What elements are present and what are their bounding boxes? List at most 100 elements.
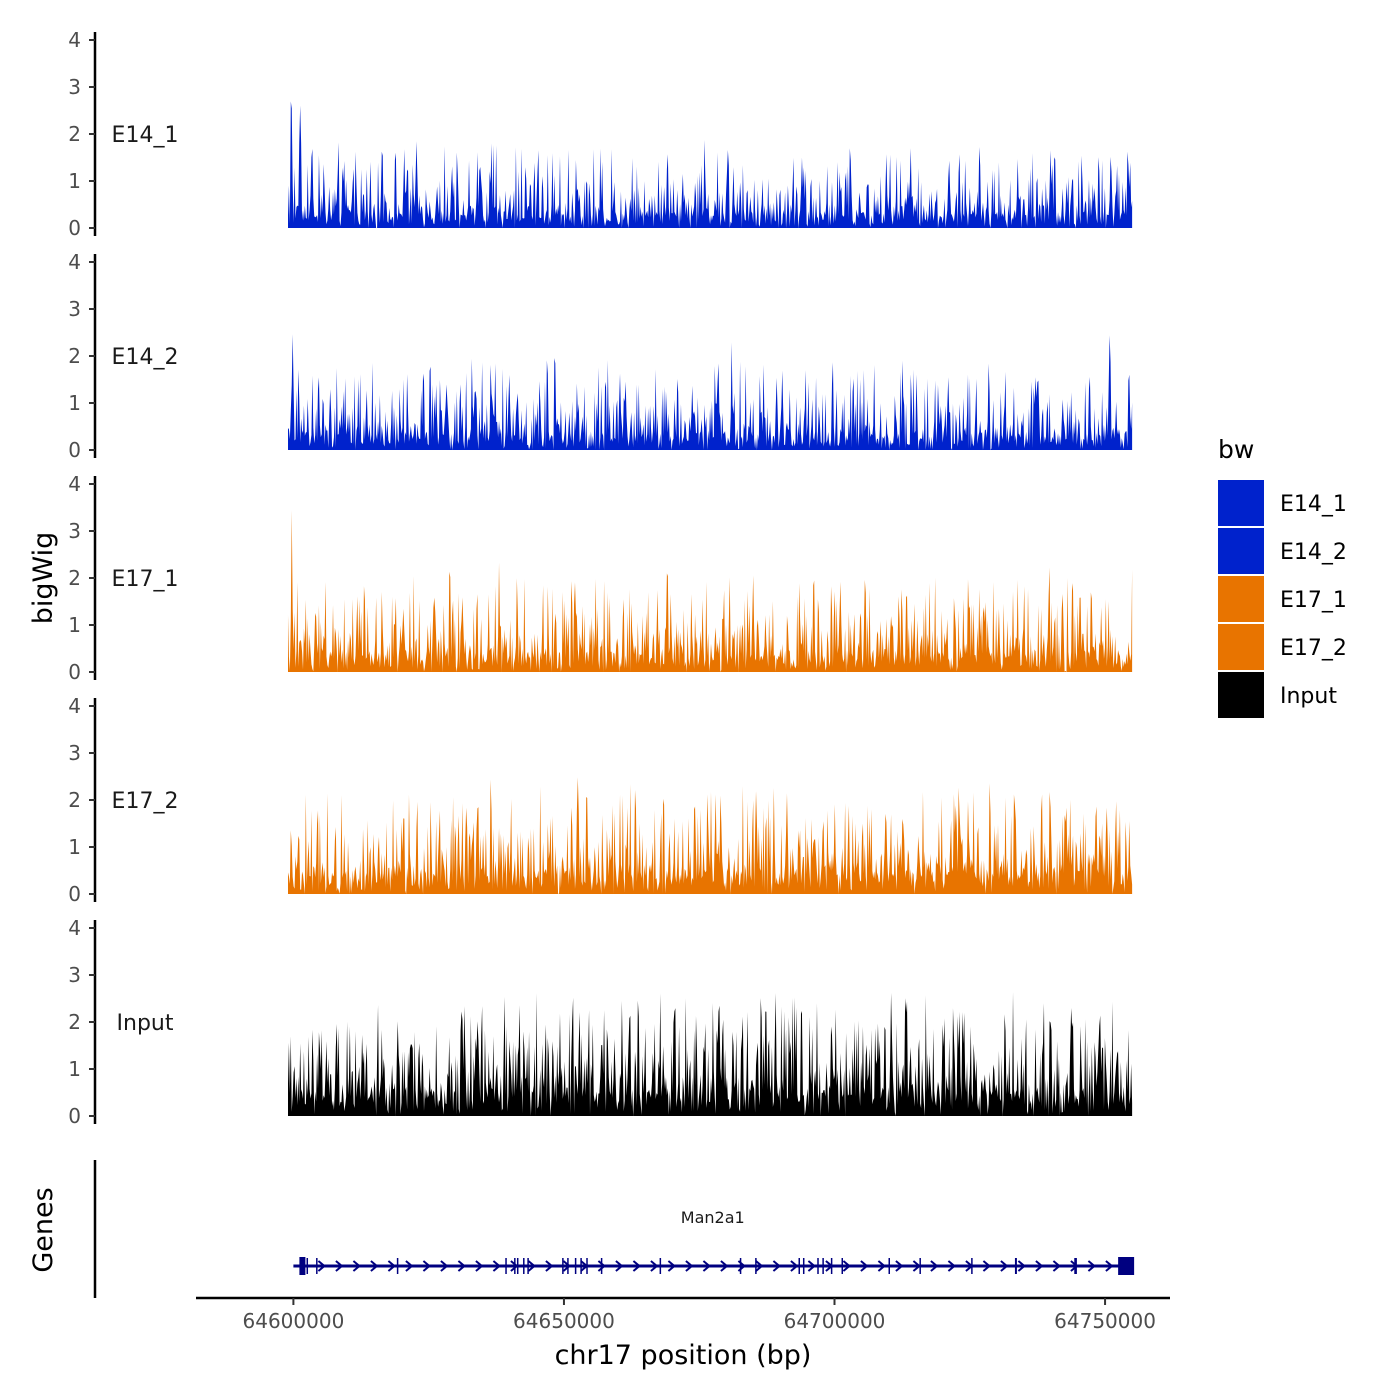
strand-arrow [492,1260,501,1272]
legend-label-E14_1: E14_1 [1280,492,1347,517]
legend-label-E14_2: E14_2 [1280,540,1347,565]
strand-arrow [615,1260,624,1272]
strand-arrow [807,1260,816,1272]
gene-Man2a1: Man2a1 [293,1208,1135,1275]
y-tick-label: 2 [68,122,81,146]
strand-arrow [370,1260,379,1272]
legend-swatch-Input [1218,672,1264,718]
y-tick-label: 4 [68,472,81,496]
strand-arrow [352,1260,361,1272]
y-tick-label: 1 [68,835,81,859]
y-tick-label: 3 [68,75,81,99]
y-tick-label: 4 [68,28,81,52]
strand-arrow [317,1260,326,1272]
track-E14_1: 0 1 2 3 4 E14_1 [68,28,1133,240]
y-tick-label: 1 [68,169,81,193]
track-E17_2: 0 1 2 3 4 E17_2 [68,694,1133,906]
y-tick-label: 2 [68,1010,81,1034]
legend: E14_1 E14_2 E17_1 E17_2 Input [1218,480,1347,718]
y-axis-title: bigWig [28,532,59,625]
y-tick-label: 1 [68,391,81,415]
y-tick-label: 2 [68,788,81,812]
strand-arrow [877,1260,886,1272]
signal-area-E14_1 [287,101,1133,228]
gene-start-exon [299,1257,306,1275]
strand-arrow [667,1260,676,1272]
track-label: E17_1 [112,567,179,592]
bigwig-tracks: 0 1 2 3 4 E14_1 0 1 2 3 4 E14_2 0 1 2 3 4 E17_1 0 1 2 3 4 E17_2… [68,28,1133,1128]
y-tick-label: 4 [68,916,81,940]
x-tick-label: 64750000 [1054,1309,1156,1333]
strand-arrow [895,1260,904,1272]
legend-swatch-E17_2 [1218,624,1264,670]
strand-arrow [475,1260,484,1272]
signal-area-Input [287,992,1133,1116]
strand-arrow [632,1260,641,1272]
gene-end-exon [1118,1257,1135,1275]
strand-arrow [335,1260,344,1272]
track-E14_2: 0 1 2 3 4 E14_2 [68,250,1133,462]
legend-swatch-E14_1 [1218,480,1264,526]
genes-track: Man2a1 [93,1160,1135,1298]
strand-arrow [930,1260,939,1272]
strand-arrow [1035,1260,1044,1272]
signal-area-E17_2 [287,777,1133,894]
strand-arrow [457,1260,466,1272]
strand-arrow [790,1260,799,1272]
strand-arrow [545,1260,554,1272]
strand-arrow [527,1260,536,1272]
legend-swatch-E17_1 [1218,576,1264,622]
strand-arrow [650,1260,659,1272]
strand-arrow [1087,1260,1096,1272]
y-tick-label: 0 [68,216,81,240]
y-tick-label: 3 [68,297,81,321]
strand-arrow [440,1260,449,1272]
strand-arrow [510,1260,519,1272]
gene-name-label: Man2a1 [681,1208,745,1227]
strand-arrow [982,1260,991,1272]
strand-arrow [1000,1260,1009,1272]
x-axis: 64600000 64650000 64700000 64750000 [196,1296,1170,1333]
legend-label-Input: Input [1280,684,1337,709]
y-tick-label: 0 [68,438,81,462]
strand-arrow [597,1260,606,1272]
y-tick-label: 4 [68,250,81,274]
strand-arrow [422,1260,431,1272]
y-tick-label: 4 [68,694,81,718]
legend-swatch-E14_2 [1218,528,1264,574]
y-tick-label: 0 [68,882,81,906]
genes-track-label: Genes [28,1187,59,1272]
x-tick-label: 64700000 [784,1309,886,1333]
y-tick-label: 0 [68,660,81,684]
y-tick-label: 3 [68,963,81,987]
signal-area-E17_1 [287,510,1133,672]
strand-arrow [1105,1260,1114,1272]
y-tick-label: 0 [68,1104,81,1128]
track-label: E17_2 [112,789,179,814]
y-tick-label: 1 [68,1057,81,1081]
y-tick-label: 2 [68,566,81,590]
track-Input: 0 1 2 3 4 Input [68,916,1133,1128]
strand-arrow [1017,1260,1026,1272]
strand-arrow [755,1260,764,1272]
track-label: E14_1 [112,123,179,148]
strand-arrow [702,1260,711,1272]
y-tick-label: 3 [68,519,81,543]
track-E17_1: 0 1 2 3 4 E17_1 [68,472,1133,684]
y-tick-label: 1 [68,613,81,637]
y-tick-label: 3 [68,741,81,765]
strand-arrow [562,1260,571,1272]
strand-arrow [947,1260,956,1272]
strand-arrow [387,1260,396,1272]
strand-arrow [405,1260,414,1272]
strand-arrow [685,1260,694,1272]
strand-arrow [860,1260,869,1272]
track-label: Input [117,1011,174,1036]
strand-arrow [842,1260,851,1272]
x-tick-label: 64650000 [513,1309,615,1333]
legend-label-E17_1: E17_1 [1280,588,1347,613]
strand-arrow [720,1260,729,1272]
strand-arrow [912,1260,921,1272]
track-label: E14_2 [112,345,179,370]
legend-label-E17_2: E17_2 [1280,636,1347,661]
